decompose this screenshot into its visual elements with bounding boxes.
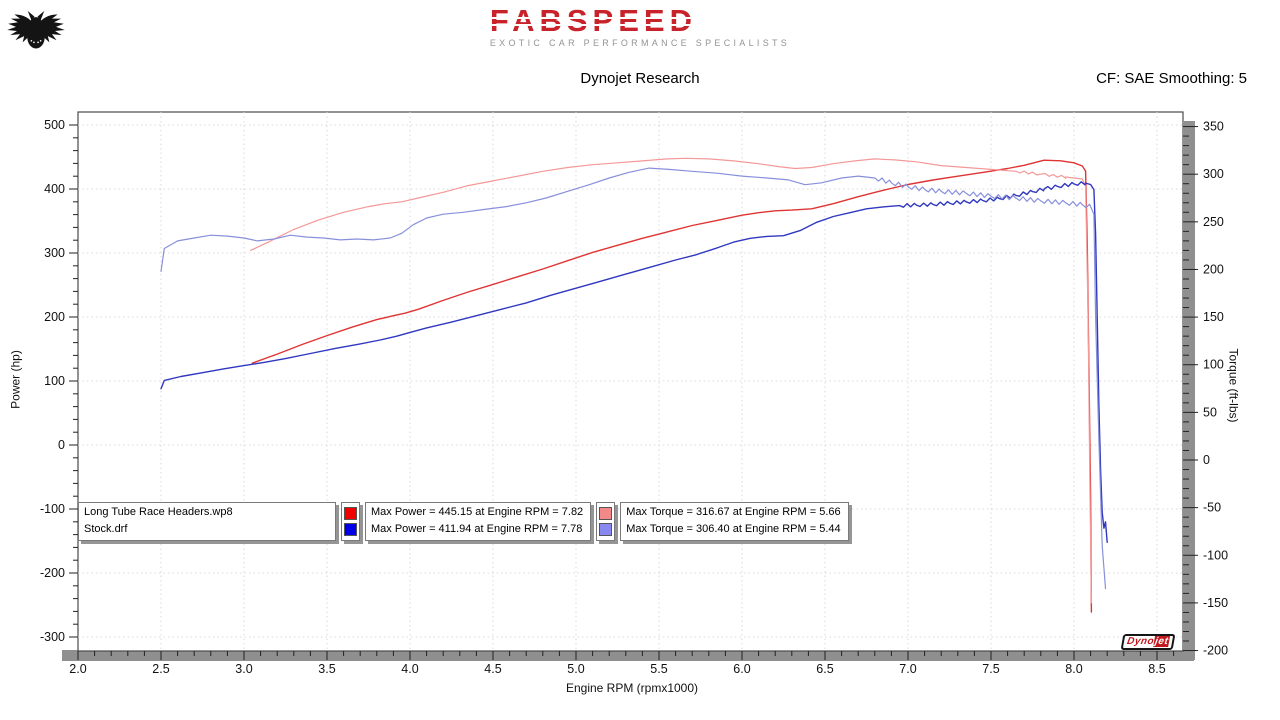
svg-text:7.0: 7.0: [899, 662, 916, 676]
svg-text:3.5: 3.5: [318, 662, 335, 676]
phoenix-bird-icon: [7, 10, 65, 49]
legend-torque-swatches: [596, 502, 616, 541]
svg-text:200: 200: [1203, 262, 1224, 276]
svg-text:-150: -150: [1203, 596, 1228, 610]
x-axis-band: [62, 650, 1194, 661]
torque-axis-label: Torque (ft-lbs): [1226, 348, 1241, 423]
svg-text:6.5: 6.5: [816, 662, 833, 676]
legend-file-stock: Stock.drf: [84, 523, 128, 535]
svg-text:4.0: 4.0: [401, 662, 418, 676]
svg-text:2.0: 2.0: [69, 662, 86, 676]
legend-file-box: Long Tube Race Headers.wp8 Stock.drf: [78, 502, 336, 541]
brand-tagline: EXOTIC CAR PERFORMANCE SPECIALISTS: [489, 38, 791, 48]
svg-text:-300: -300: [40, 630, 65, 644]
svg-text:5.0: 5.0: [567, 662, 584, 676]
legend-max-torque-box: Max Torque = 316.67 at Engine RPM = 5.66…: [620, 502, 849, 541]
svg-text:0: 0: [58, 438, 65, 452]
legend-max-power-box: Max Power = 445.15 at Engine RPM = 7.82 …: [365, 502, 592, 541]
svg-text:200: 200: [44, 310, 65, 324]
svg-text:500: 500: [44, 118, 65, 132]
svg-text:400: 400: [44, 182, 65, 196]
curve-stock-torque: [160, 167, 1107, 590]
svg-text:300: 300: [1203, 167, 1224, 181]
power-axis-label: Power (hp): [8, 350, 23, 409]
svg-text:250: 250: [1203, 215, 1224, 229]
legend-power-swatches: [341, 502, 360, 541]
svg-text:300: 300: [44, 246, 65, 260]
fabspeed-logo: FABSPEED EXOTIC CAR PERFORMANCE SPECIALI…: [0, 3, 1280, 49]
svg-text:2.5: 2.5: [152, 662, 169, 676]
plot-area: [77, 111, 1184, 652]
svg-text:100: 100: [44, 374, 65, 388]
ticks: [69, 124, 1198, 660]
svg-text:7.5: 7.5: [982, 662, 999, 676]
curve-long-tube-power: [251, 159, 1093, 613]
torque-swatch-long-tube: [599, 506, 613, 520]
max-power-stock: Max Power = 411.94 at Engine RPM = 7.78: [371, 523, 583, 535]
curve-stock-power: [160, 181, 1108, 543]
brand-name: FABSPEED: [489, 3, 697, 38]
brand-speed-stripe: [489, 17, 791, 19]
curve-long-tube-torque: [250, 157, 1093, 604]
svg-text:-50: -50: [1203, 501, 1221, 515]
legend: Long Tube Race Headers.wp8 Stock.drf Max…: [78, 502, 849, 541]
svg-text:5.5: 5.5: [650, 662, 667, 676]
svg-text:8.0: 8.0: [1065, 662, 1082, 676]
svg-text:50: 50: [1203, 405, 1217, 419]
power-swatch-long-tube: [344, 506, 357, 520]
max-torque-long-tube: Max Torque = 316.67 at Engine RPM = 5.66: [626, 506, 841, 518]
svg-text:-100: -100: [40, 502, 65, 516]
svg-text:4.5: 4.5: [484, 662, 501, 676]
page-title: Dynojet Research: [580, 70, 700, 87]
rpm-axis-label: Engine RPM (rpmx1000): [565, 681, 699, 695]
torque-swatch-stock: [599, 523, 613, 537]
brand-speed-stripe: [489, 24, 791, 26]
svg-text:0: 0: [1203, 453, 1210, 467]
dynojet-watermark-text: Dyno: [1126, 636, 1156, 647]
dynojet-watermark: Dynojet: [1120, 634, 1176, 650]
dynojet-watermark-accent: jet: [1153, 636, 1171, 647]
smoothing-label: CF: SAE Smoothing: 5: [1096, 70, 1247, 87]
power-swatch-stock: [344, 523, 357, 537]
y-right-band: [1184, 121, 1195, 660]
max-power-long-tube: Max Power = 445.15 at Engine RPM = 7.82: [371, 506, 584, 518]
svg-text:-100: -100: [1203, 548, 1228, 562]
svg-text:-200: -200: [40, 566, 65, 580]
svg-text:8.5: 8.5: [1148, 662, 1165, 676]
svg-text:6.0: 6.0: [733, 662, 750, 676]
svg-text:-200: -200: [1203, 644, 1228, 658]
max-torque-stock: Max Torque = 306.40 at Engine RPM = 5.44: [626, 523, 841, 535]
tick-labels: 2.0 2.5 3.0 3.5 4.0 4.5 5.0 5.5 6.0 6.5 7.0 7.5 8.0 8…: [40, 118, 1228, 676]
svg-text:100: 100: [1203, 358, 1224, 372]
svg-text:350: 350: [1203, 120, 1224, 134]
svg-text:3.0: 3.0: [235, 662, 252, 676]
svg-text:150: 150: [1203, 310, 1224, 324]
legend-file-long-tube: Long Tube Race Headers.wp8: [84, 506, 233, 518]
